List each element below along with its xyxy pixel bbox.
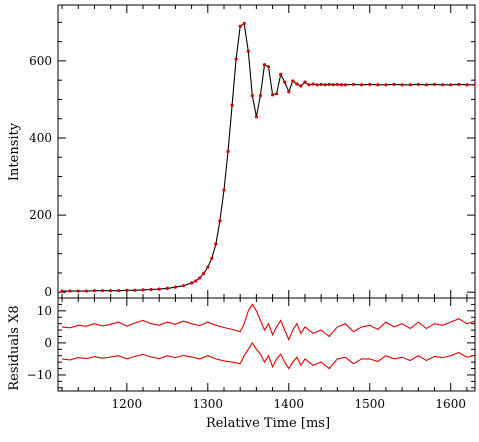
data-point — [307, 83, 311, 87]
data-point — [432, 82, 437, 87]
data-point — [194, 279, 198, 283]
data-point — [210, 256, 214, 260]
data-point — [323, 83, 327, 87]
intensity-panel: 0 200 400 600 — [29, 4, 476, 299]
intensity-axis-label: Intensity — [7, 122, 22, 181]
data-point — [279, 72, 283, 76]
data-point — [190, 281, 194, 285]
y-tick-label: 10 — [37, 304, 52, 318]
data-point — [291, 79, 295, 83]
data-point — [157, 287, 161, 291]
data-point — [149, 287, 153, 292]
data-point — [60, 289, 64, 293]
data-point — [125, 288, 129, 292]
data-point — [92, 289, 97, 293]
y-tick-label: 0 — [44, 336, 52, 350]
data-point — [246, 49, 250, 53]
data-point — [250, 93, 254, 98]
data-point — [351, 82, 356, 87]
data-point — [283, 80, 287, 84]
data-point — [165, 286, 169, 290]
data-point — [181, 284, 186, 288]
data-point — [270, 93, 275, 97]
data-point — [376, 83, 380, 87]
data-point — [133, 288, 137, 292]
data-point — [392, 82, 396, 87]
x-tick-label: 1400 — [273, 397, 304, 411]
data-point — [173, 285, 178, 289]
data-point — [303, 80, 307, 84]
data-point — [331, 83, 335, 87]
data-point — [214, 242, 218, 246]
data-point — [84, 289, 88, 293]
data-point — [315, 83, 319, 87]
data-point — [327, 82, 331, 87]
data-point — [275, 92, 279, 96]
data-point — [222, 188, 226, 192]
data-point — [254, 115, 258, 119]
data-point — [299, 84, 303, 88]
x-tick-label: 1500 — [354, 397, 385, 411]
data-point — [262, 63, 267, 67]
data-point — [230, 103, 234, 107]
data-point — [198, 276, 202, 280]
data-point — [238, 24, 242, 28]
data-point — [408, 83, 412, 87]
residuals-series-group — [61, 303, 475, 370]
y-tick-label: 0 — [44, 285, 52, 299]
data-point — [311, 82, 315, 86]
data-point — [242, 21, 246, 26]
y-tick-label: −10 — [27, 368, 52, 382]
data-point — [319, 82, 323, 87]
intensity-frame — [57, 4, 476, 299]
intensity-fitted-curve — [62, 22, 475, 292]
data-point — [335, 82, 339, 87]
data-point — [76, 289, 80, 293]
data-point — [117, 289, 121, 293]
residuals-lower-residual-envelope — [61, 341, 475, 370]
x-tick-label: 1300 — [193, 397, 224, 411]
x-tick-label: 1200 — [112, 397, 143, 411]
data-point — [343, 83, 348, 87]
data-point — [266, 65, 271, 69]
y-tick-label: 400 — [29, 131, 52, 145]
data-point — [206, 265, 210, 269]
data-point — [384, 83, 388, 87]
data-point — [226, 149, 230, 154]
time-axis-label: Relative Time [ms] — [206, 416, 330, 431]
data-point — [416, 82, 420, 87]
y-tick-label: 600 — [29, 54, 52, 68]
data-point — [360, 83, 364, 87]
data-point — [473, 83, 475, 87]
data-point — [339, 83, 343, 87]
y-tick-label: 200 — [29, 208, 52, 222]
data-point — [218, 219, 222, 223]
data-point — [68, 289, 72, 293]
data-point — [424, 83, 429, 87]
residuals-frame — [57, 297, 476, 392]
data-point — [457, 82, 461, 87]
residuals-axis-label: Residuals X8 — [7, 305, 22, 390]
residuals-upper-residual-envelope — [61, 303, 475, 342]
data-point — [100, 289, 105, 293]
data-point — [400, 83, 404, 87]
data-point — [109, 289, 113, 293]
data-point — [449, 83, 453, 87]
intensity-series-group — [60, 21, 475, 293]
data-point — [258, 93, 263, 98]
data-point — [234, 57, 238, 61]
data-point — [287, 90, 291, 94]
data-point — [141, 288, 145, 292]
data-point — [441, 83, 445, 87]
data-point — [368, 82, 372, 87]
data-point — [295, 82, 299, 86]
residuals-panel: 1200 1300 1400 1500 1600 −10 0 10 — [27, 297, 476, 411]
data-point — [465, 83, 469, 87]
data-point — [202, 271, 206, 275]
x-tick-label: 1600 — [435, 397, 466, 411]
